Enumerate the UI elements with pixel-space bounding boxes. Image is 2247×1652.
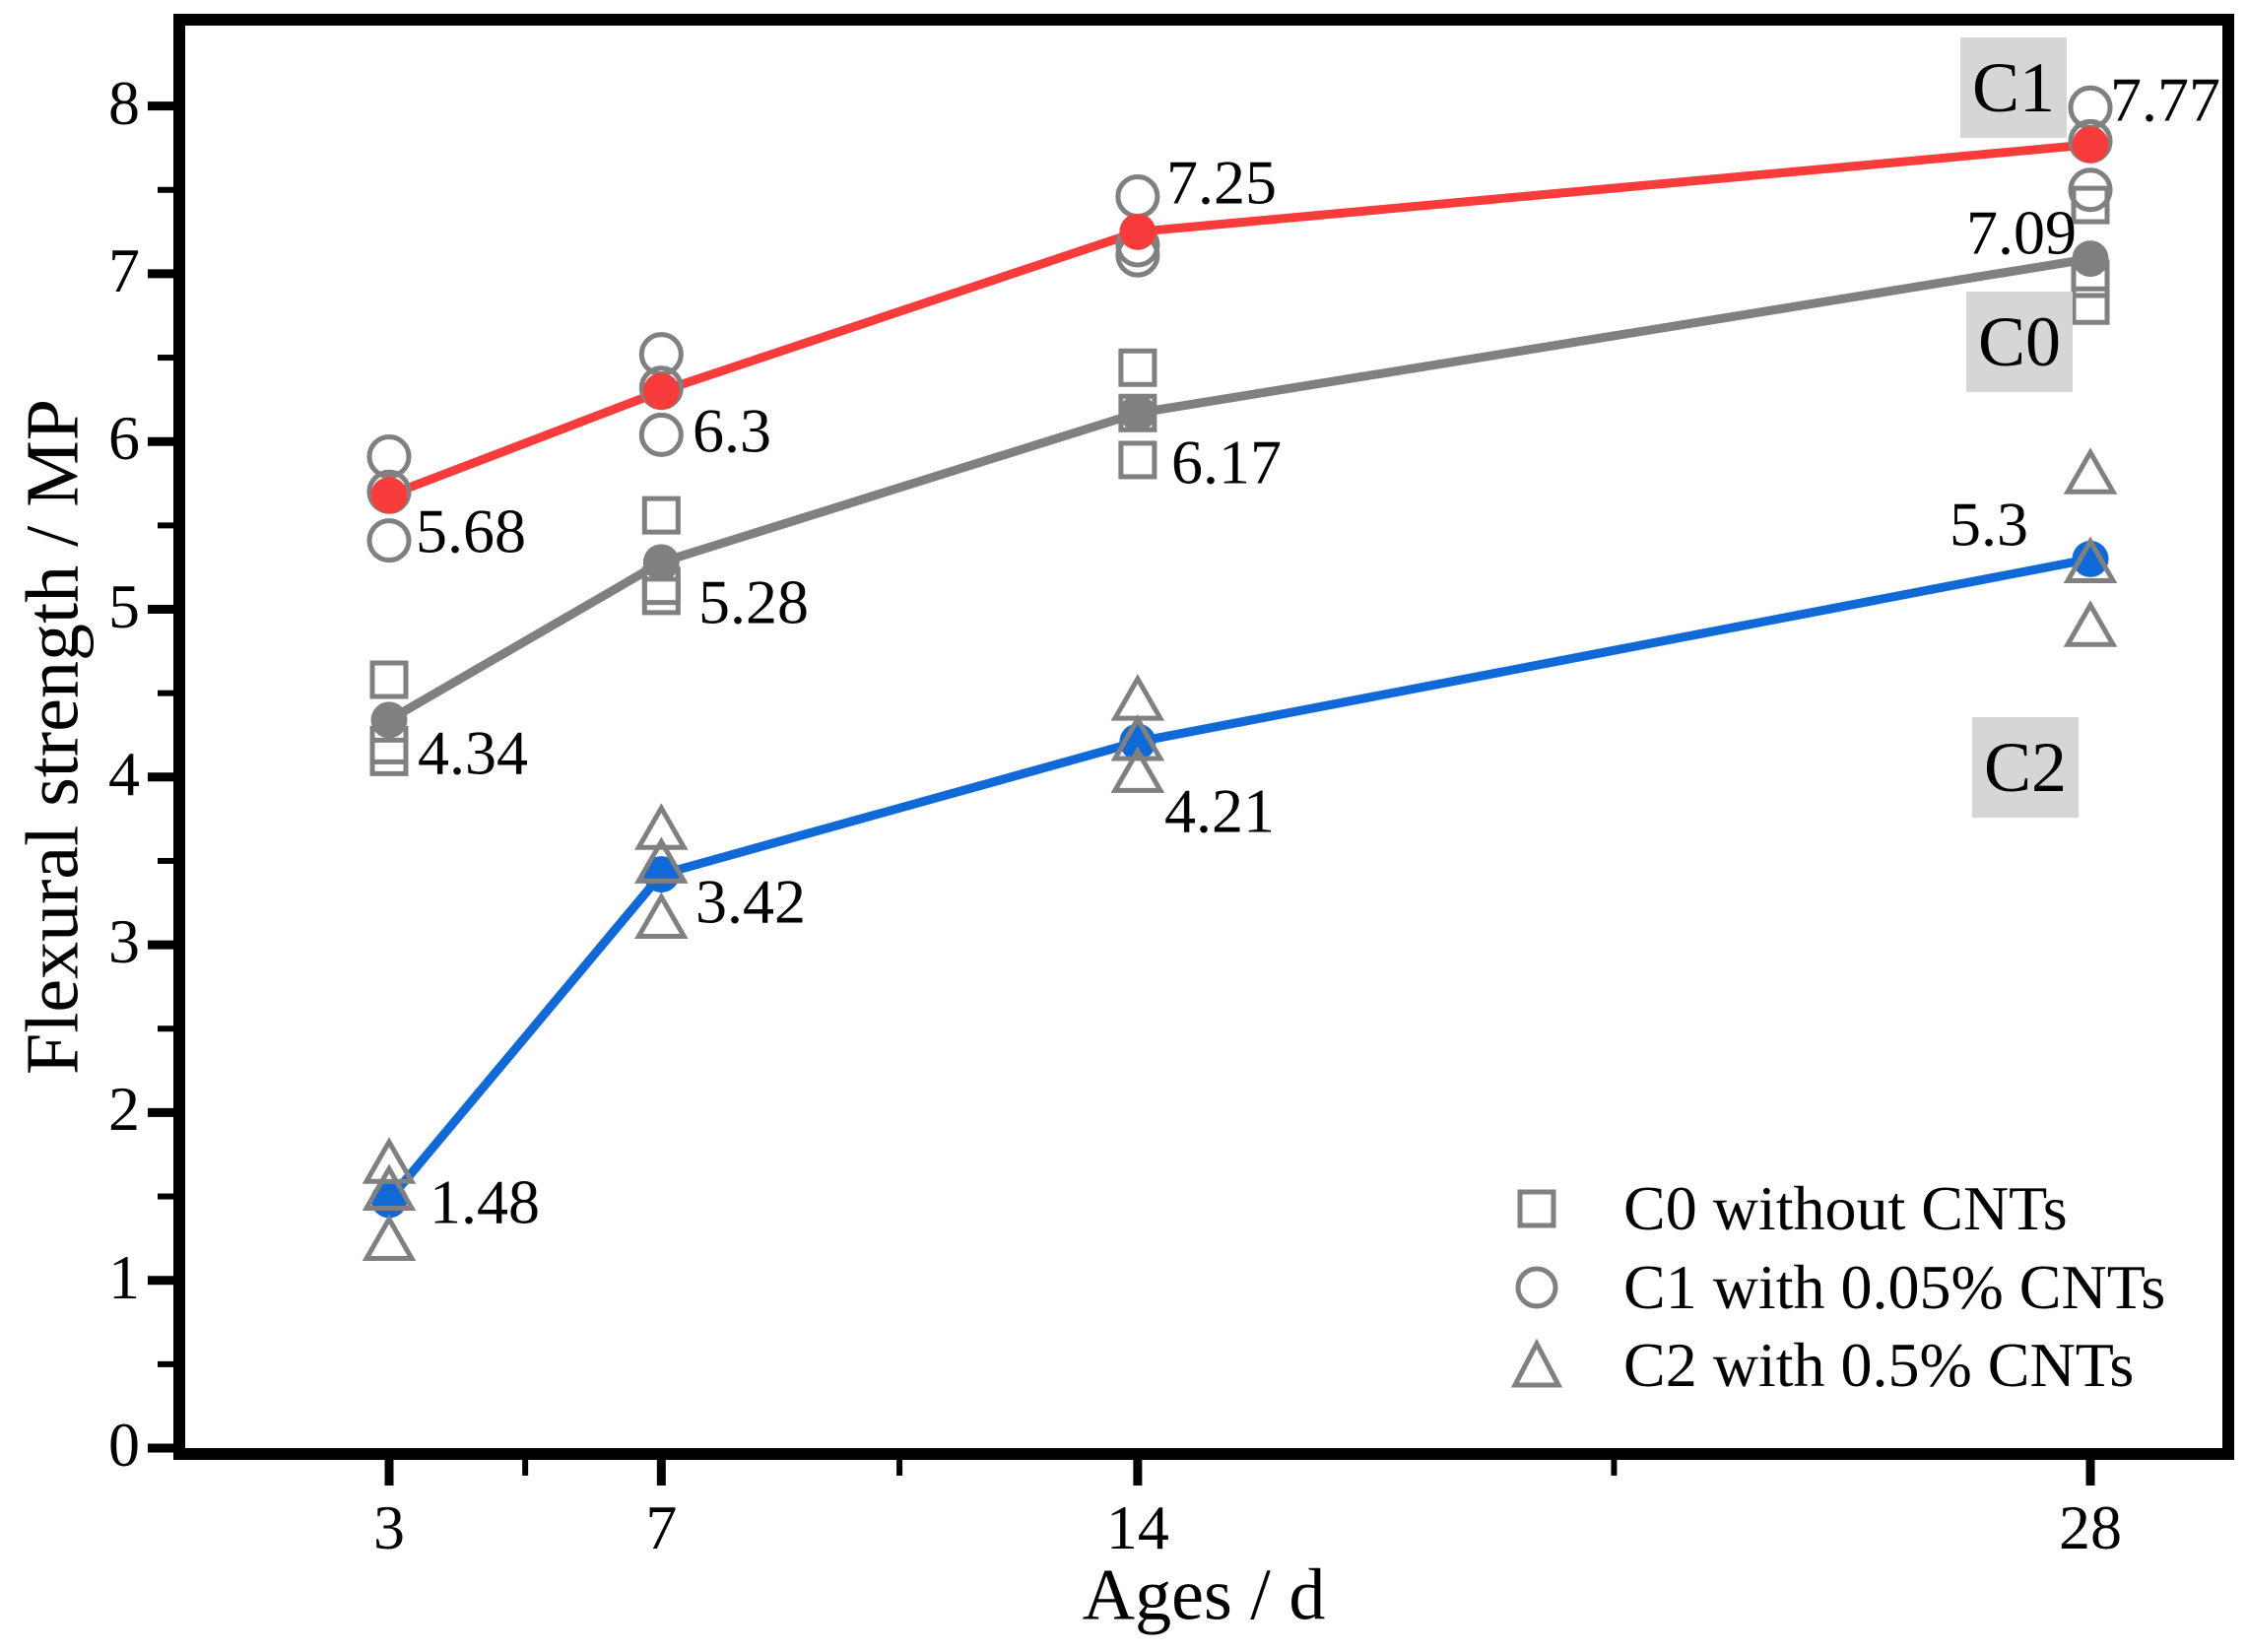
point-label-6.17: 6.17 <box>1171 427 1282 497</box>
square-glyph <box>1517 1189 1556 1228</box>
triangle-icon <box>1510 1338 1563 1388</box>
x-tick-label: 7 <box>645 1492 678 1562</box>
c1-scatter-point <box>366 434 412 480</box>
point-label-5.28: 5.28 <box>698 566 809 637</box>
c0-scatter-point <box>2071 286 2110 325</box>
c2-scatter-point <box>633 892 689 940</box>
c0-scatter-point <box>2071 185 2110 225</box>
point-label-5.3: 5.3 <box>1950 489 2028 560</box>
c2-scatter-point <box>1110 674 1165 721</box>
square-icon <box>1517 1189 1556 1228</box>
y-tick-label: 8 <box>108 67 140 138</box>
c0-scatter-point <box>641 576 681 616</box>
c2-scatter-point <box>2063 447 2118 495</box>
point-label-7.09: 7.09 <box>1966 197 2077 268</box>
y-tick-label: 7 <box>108 234 140 305</box>
point-label-6.3: 6.3 <box>693 395 771 466</box>
legend-item-label: C0 without CNTs <box>1623 1173 2068 1243</box>
series-label-c1: C1 <box>1960 37 2067 138</box>
legend-item-label: C1 with 0.05% CNTs <box>1623 1252 2166 1322</box>
legend-item-label: C2 with 0.5% CNTs <box>1623 1330 2135 1400</box>
point-label-7.77: 7.77 <box>2110 64 2220 135</box>
c0-scatter-point <box>369 660 409 699</box>
c0-mean-point <box>370 701 408 739</box>
c2-scatter-point <box>362 1137 417 1184</box>
legend-item-c0: C0 without CNTs <box>1509 1169 2068 1248</box>
c1-mean-point <box>642 372 680 410</box>
series-label-c2: C2 <box>1972 717 2079 818</box>
c0-mean-point <box>2072 240 2109 278</box>
x-tick-label: 28 <box>2059 1492 2122 1562</box>
c1-scatter-point <box>366 518 412 563</box>
c0-scatter-point <box>1118 440 1157 480</box>
y-tick-label: 6 <box>108 403 140 474</box>
c0-mean-point <box>1119 394 1157 431</box>
y-tick-label: 1 <box>108 1241 140 1312</box>
c1-scatter-point <box>1115 174 1160 220</box>
triangle-glyph <box>1510 1338 1563 1388</box>
c0-mean-point <box>642 544 680 581</box>
point-label-4.34: 4.34 <box>418 717 528 788</box>
c1-scatter-point <box>638 412 684 457</box>
c0-line <box>386 254 2091 724</box>
c0-scatter-point <box>1118 348 1157 387</box>
legend-item-c2: C2 with 0.5% CNTs <box>1509 1326 2134 1405</box>
point-label-1.48: 1.48 <box>430 1166 540 1237</box>
c0-scatter-point <box>641 496 681 535</box>
c2-scatter-point <box>1110 714 1165 761</box>
c1-mean-point <box>370 477 408 514</box>
c2-scatter-point <box>2063 600 2118 647</box>
c1-scatter-point <box>2068 167 2113 213</box>
c2-mean-point <box>2072 540 2109 577</box>
c2-line <box>385 554 2091 1203</box>
point-label-3.42: 3.42 <box>695 866 806 937</box>
c2-scatter-point <box>1110 746 1165 793</box>
c2-scatter-point <box>362 1214 417 1262</box>
y-tick-label: 3 <box>108 906 140 977</box>
c1-mean-point <box>2072 126 2109 164</box>
c0-scatter-point <box>369 737 409 776</box>
y-tick-label: 0 <box>108 1410 140 1481</box>
plot-frame <box>173 14 2234 1460</box>
c1-line <box>387 140 2091 499</box>
c2-scatter-point <box>633 836 689 884</box>
circle-glyph <box>1515 1266 1558 1309</box>
c2-scatter-point <box>362 1163 417 1211</box>
y-tick-label: 5 <box>108 570 140 641</box>
legend-item-c1: C1 with 0.05% CNTs <box>1509 1248 2165 1327</box>
circle-icon <box>1515 1266 1558 1309</box>
x-axis-title: Ages / d <box>1082 1554 1326 1636</box>
point-label-7.25: 7.25 <box>1166 147 1277 218</box>
point-label-5.68: 5.68 <box>416 496 526 566</box>
c2-scatter-point <box>2063 536 2118 584</box>
y-tick-label: 2 <box>108 1074 140 1145</box>
point-label-4.21: 4.21 <box>1164 775 1275 846</box>
x-tick-label: 14 <box>1105 1492 1169 1562</box>
x-tick-label: 3 <box>373 1492 405 1562</box>
c1-mean-point <box>1119 213 1157 250</box>
series-label-c0: C0 <box>1966 292 2073 392</box>
c2-scatter-point <box>633 803 689 850</box>
y-axis-title: Flexural strength / MP <box>11 398 95 1076</box>
y-tick-label: 4 <box>108 738 140 809</box>
